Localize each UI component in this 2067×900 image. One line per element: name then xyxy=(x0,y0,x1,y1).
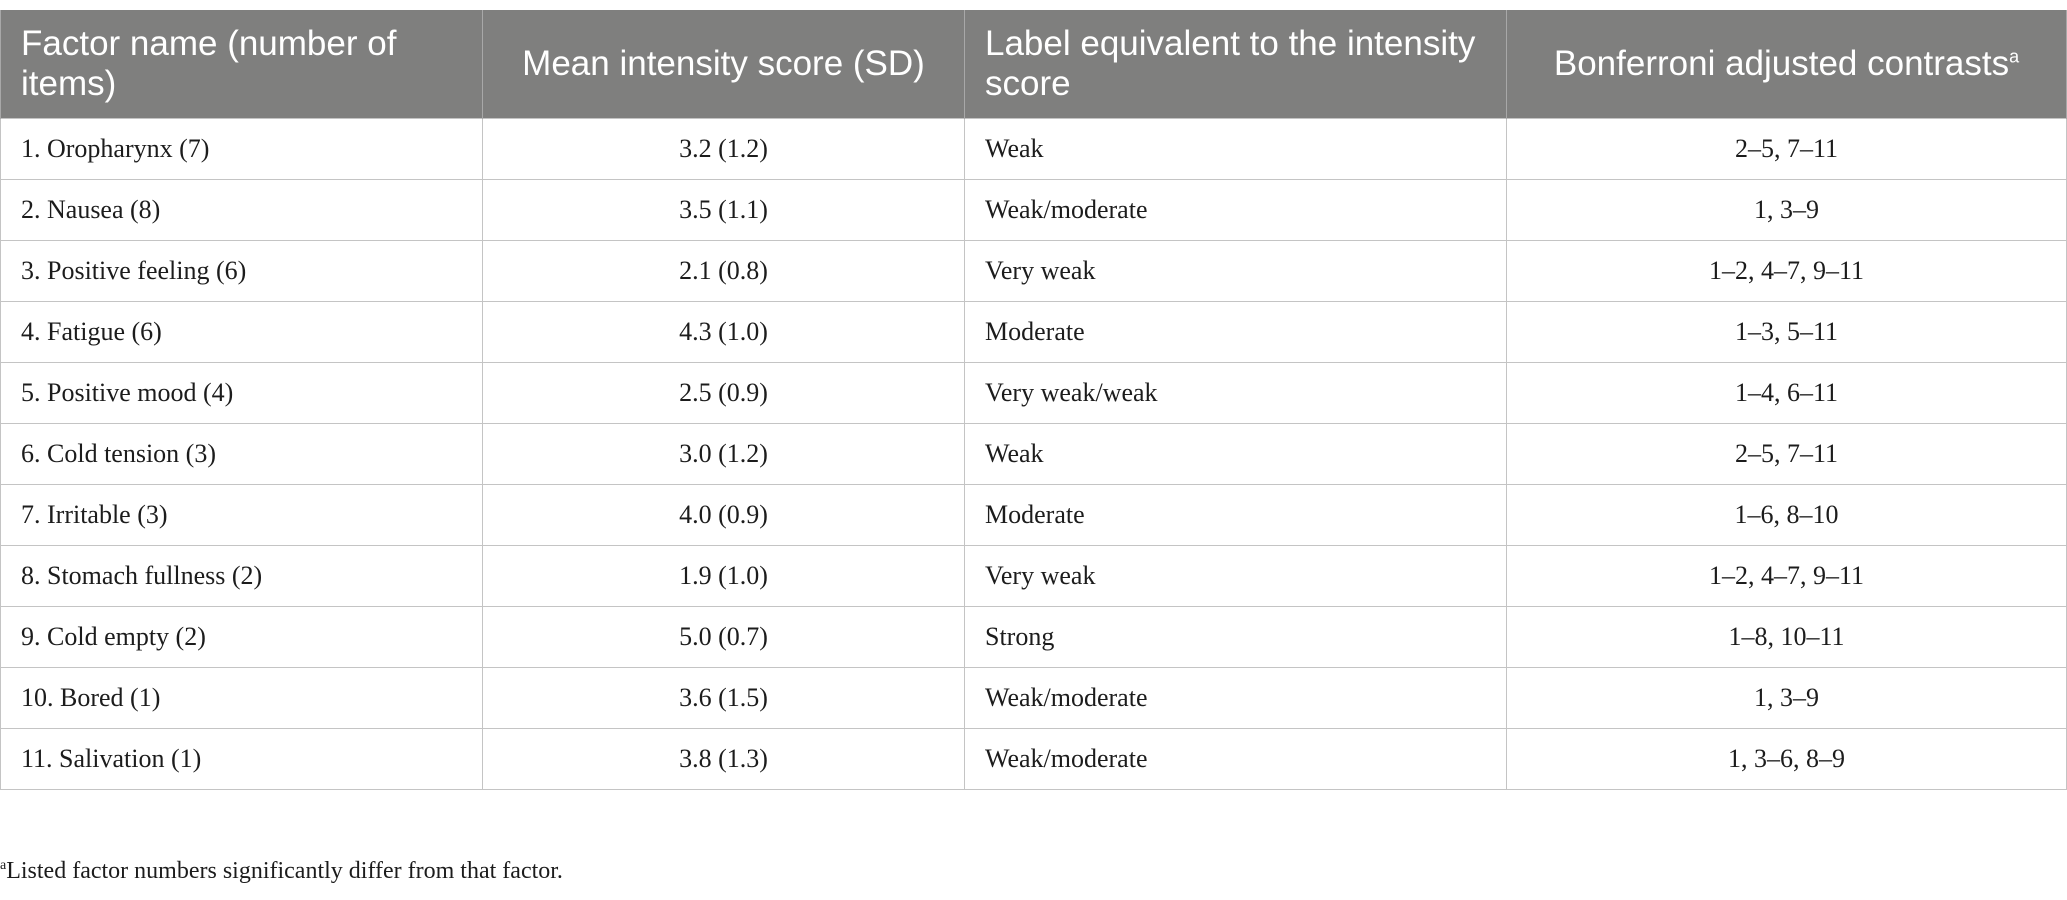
table-header-row: Factor name (number of items) Mean inten… xyxy=(0,10,2067,118)
table-row: 1. Oropharynx (7) 3.2 (1.2) Weak 2–5, 7–11 xyxy=(0,117,2067,180)
label-equivalent-cell: Weak/moderate xyxy=(964,666,1507,729)
header-bonferroni-contrasts: Bonferroni adjusted contrastsa xyxy=(1506,10,2067,118)
table-body: 1. Oropharynx (7) 3.2 (1.2) Weak 2–5, 7–11 2… xyxy=(0,117,2067,790)
table-row: 10. Bored (1) 3.6 (1.5) Weak/moderate 1, 3–… xyxy=(0,666,2067,729)
factor-name-cell: 9. Cold empty (2) xyxy=(0,605,483,668)
header-footnote-marker: a xyxy=(2009,46,2020,67)
label-equivalent-cell: Very weak xyxy=(964,239,1507,302)
contrasts-cell: 1–2, 4–7, 9–11 xyxy=(1506,239,2067,302)
contrasts-cell: 2–5, 7–11 xyxy=(1506,422,2067,485)
table-row: 3. Positive feeling (6) 2.1 (0.8) Very wea… xyxy=(0,239,2067,302)
factor-name-cell: 3. Positive feeling (6) xyxy=(0,239,483,302)
table-row: 2. Nausea (8) 3.5 (1.1) Weak/moderate 1, 3–… xyxy=(0,178,2067,241)
contrasts-cell: 1–3, 5–11 xyxy=(1506,300,2067,363)
factor-name-cell: 6. Cold tension (3) xyxy=(0,422,483,485)
contrasts-cell: 1–4, 6–11 xyxy=(1506,361,2067,424)
mean-intensity-cell: 3.2 (1.2) xyxy=(482,117,965,180)
table-row: 11. Salivation (1) 3.8 (1.3) Weak/moderate… xyxy=(0,727,2067,790)
table-row: 5. Positive mood (4) 2.5 (0.9) Very weak/w… xyxy=(0,361,2067,424)
factor-name-cell: 8. Stomach fullness (2) xyxy=(0,544,483,607)
header-factor-name: Factor name (number of items) xyxy=(0,10,483,118)
table-row: 8. Stomach fullness (2) 1.9 (1.0) Very wea… xyxy=(0,544,2067,607)
contrasts-cell: 1, 3–9 xyxy=(1506,666,2067,729)
contrasts-cell: 1–6, 8–10 xyxy=(1506,483,2067,546)
contrasts-cell: 1, 3–9 xyxy=(1506,178,2067,241)
mean-intensity-cell: 5.0 (0.7) xyxy=(482,605,965,668)
mean-intensity-cell: 4.3 (1.0) xyxy=(482,300,965,363)
label-equivalent-cell: Moderate xyxy=(964,300,1507,363)
mean-intensity-cell: 3.0 (1.2) xyxy=(482,422,965,485)
mean-intensity-cell: 3.8 (1.3) xyxy=(482,727,965,790)
header-label-equivalent: Label equivalent to the intensity score xyxy=(964,10,1507,118)
label-equivalent-cell: Strong xyxy=(964,605,1507,668)
table-row: 4. Fatigue (6) 4.3 (1.0) Moderate 1–3, 5–11 xyxy=(0,300,2067,363)
mean-intensity-cell: 2.1 (0.8) xyxy=(482,239,965,302)
factor-name-cell: 1. Oropharynx (7) xyxy=(0,117,483,180)
mean-intensity-cell: 3.6 (1.5) xyxy=(482,666,965,729)
table-row: 6. Cold tension (3) 3.0 (1.2) Weak 2–5, 7–1… xyxy=(0,422,2067,485)
label-equivalent-cell: Weak xyxy=(964,117,1507,180)
mean-intensity-cell: 1.9 (1.0) xyxy=(482,544,965,607)
table-footnote: aListed factor numbers significantly dif… xyxy=(0,858,563,885)
header-mean-intensity: Mean intensity score (SD) xyxy=(482,10,965,118)
label-equivalent-cell: Very weak/weak xyxy=(964,361,1507,424)
label-equivalent-cell: Very weak xyxy=(964,544,1507,607)
footnote-text: Listed factor numbers significantly diff… xyxy=(6,858,563,884)
table-row: 7. Irritable (3) 4.0 (0.9) Moderate 1–6, 8–… xyxy=(0,483,2067,546)
factor-name-cell: 5. Positive mood (4) xyxy=(0,361,483,424)
table-container: Factor name (number of items) Mean inten… xyxy=(0,10,2067,790)
table-row: 9. Cold empty (2) 5.0 (0.7) Strong 1–8, 10–… xyxy=(0,605,2067,668)
contrasts-cell: 1, 3–6, 8–9 xyxy=(1506,727,2067,790)
contrasts-cell: 2–5, 7–11 xyxy=(1506,117,2067,180)
label-equivalent-cell: Weak xyxy=(964,422,1507,485)
header-bonferroni-contrasts-label: Bonferroni adjusted contrasts xyxy=(1553,43,2010,83)
mean-intensity-cell: 4.0 (0.9) xyxy=(482,483,965,546)
mean-intensity-cell: 2.5 (0.9) xyxy=(482,361,965,424)
header-label-equivalent-label: Label equivalent to the intensity score xyxy=(985,23,1476,103)
header-mean-intensity-label: Mean intensity score (SD) xyxy=(522,43,925,83)
contrasts-cell: 1–2, 4–7, 9–11 xyxy=(1506,544,2067,607)
mean-intensity-cell: 3.5 (1.1) xyxy=(482,178,965,241)
factor-name-cell: 4. Fatigue (6) xyxy=(0,300,483,363)
label-equivalent-cell: Weak/moderate xyxy=(964,178,1507,241)
footnote-marker: a xyxy=(0,858,7,873)
factor-intensity-table: Factor name (number of items) Mean inten… xyxy=(0,10,2067,790)
label-equivalent-cell: Moderate xyxy=(964,483,1507,546)
factor-name-cell: 2. Nausea (8) xyxy=(0,178,483,241)
factor-name-cell: 10. Bored (1) xyxy=(0,666,483,729)
factor-name-cell: 7. Irritable (3) xyxy=(0,483,483,546)
contrasts-cell: 1–8, 10–11 xyxy=(1506,605,2067,668)
label-equivalent-cell: Weak/moderate xyxy=(964,727,1507,790)
factor-name-cell: 11. Salivation (1) xyxy=(0,727,483,790)
header-factor-name-label: Factor name (number of items) xyxy=(21,23,397,103)
